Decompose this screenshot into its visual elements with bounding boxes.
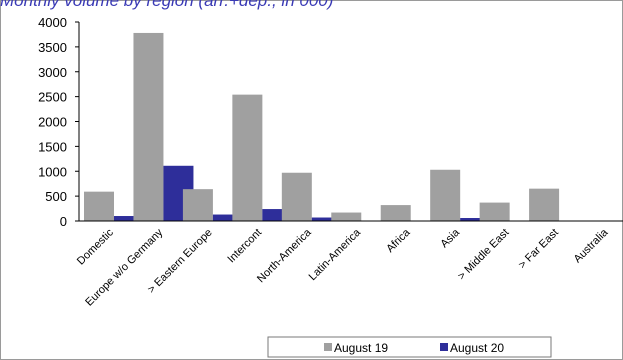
bar-august-20 <box>114 216 144 221</box>
bar-august-20 <box>262 209 293 221</box>
legend-frame <box>267 336 552 358</box>
y-tick-label: 2000 <box>38 115 67 130</box>
bar-august-19 <box>430 169 461 221</box>
bar-august-20 <box>311 217 342 221</box>
y-tick-label: 3500 <box>38 40 67 55</box>
bar-august-19 <box>281 172 312 221</box>
bar-august-19 <box>232 94 263 221</box>
bars-layer <box>84 32 560 221</box>
bar-august-19 <box>331 212 362 221</box>
x-tick-label: Domestic <box>75 226 116 267</box>
chart-title: Monthly volume by region (arr.+dep., in … <box>0 0 334 10</box>
y-tick-label: 0 <box>60 214 67 229</box>
bar-august-19 <box>84 191 114 221</box>
x-tick-label: Australia <box>572 226 611 265</box>
x-tick-label: > Middle East <box>456 227 512 283</box>
y-tick-label: 1500 <box>38 139 67 154</box>
bar-august-19 <box>529 188 560 221</box>
y-tick-label: 1000 <box>38 164 67 179</box>
bar-august-20 <box>460 218 491 221</box>
bar-august-20 <box>212 214 243 221</box>
x-tick-label: Africa <box>384 226 413 255</box>
legend-swatch <box>324 343 332 351</box>
x-tick-label: > Far East <box>516 227 561 272</box>
legend-swatch <box>440 343 448 351</box>
legend-label: August 19 <box>334 341 388 355</box>
legend-label: August 20 <box>450 341 504 355</box>
x-tick-label: Intercont <box>225 227 264 266</box>
y-tick-label: 3000 <box>38 65 67 80</box>
bar-august-19 <box>479 202 510 221</box>
bar-august-19 <box>182 189 213 221</box>
x-tick-label: Asia <box>438 226 462 250</box>
bar-august-19 <box>380 205 411 221</box>
axes-layer: 0 500 1000 1500 2000 2500 3000 3500 4000 Domestic… <box>38 15 623 309</box>
bar-august-19 <box>133 32 164 221</box>
y-tick-label: 500 <box>45 189 67 204</box>
y-tick-label: 4000 <box>38 15 67 30</box>
x-tick-label: Latin-America <box>307 226 364 283</box>
legend: August 19 August 20 <box>267 336 552 358</box>
y-tick-label: 2500 <box>38 90 67 105</box>
